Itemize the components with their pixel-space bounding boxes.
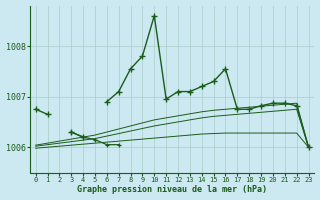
X-axis label: Graphe pression niveau de la mer (hPa): Graphe pression niveau de la mer (hPa) [77,185,267,194]
